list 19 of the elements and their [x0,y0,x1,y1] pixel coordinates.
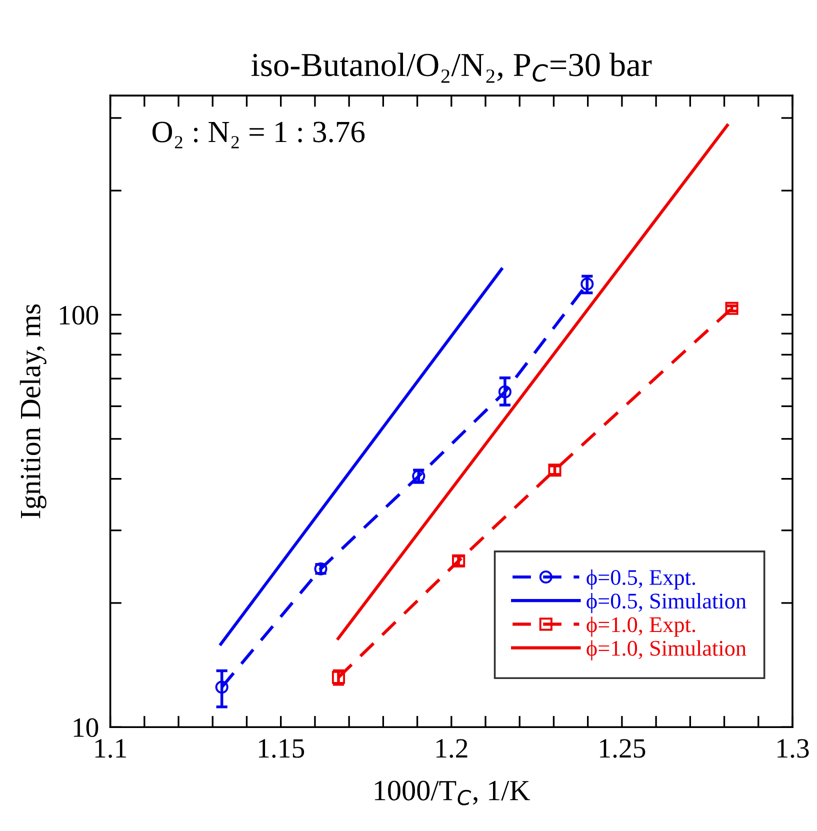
legend-label: ϕ=0.5, Expt. [586,569,696,590]
point [725,302,738,315]
x-tick-label: 1.1 [95,739,126,758]
x-tick-label: 1.2 [436,739,468,758]
legend-label: ϕ=0.5, Simulation [586,592,746,614]
x-tick-label: 1.3 [778,739,809,758]
x-tick-label: 1.15 [258,739,304,758]
legend-label: ϕ=1.0, Expt. [586,616,696,637]
chart-title: iso-Butanol/O₂/N₂, P$_{C}$=30 bar [251,52,652,83]
point [215,680,228,694]
point [580,278,594,291]
x-tick-label: 1.25 [600,739,646,758]
legend-label: ϕ=1.0, Simulation [586,640,746,660]
y-tick-label: 10 [74,718,98,738]
y-tick-label: 100 [60,306,98,325]
y-axis-title: Ignition Delay, ms [20,304,46,518]
annotation: O₂ : N₂ = 1 : 3.76 [152,122,365,148]
point [498,385,512,398]
x-axis-title: 1000/T$_{C}$, 1/K [374,780,530,806]
